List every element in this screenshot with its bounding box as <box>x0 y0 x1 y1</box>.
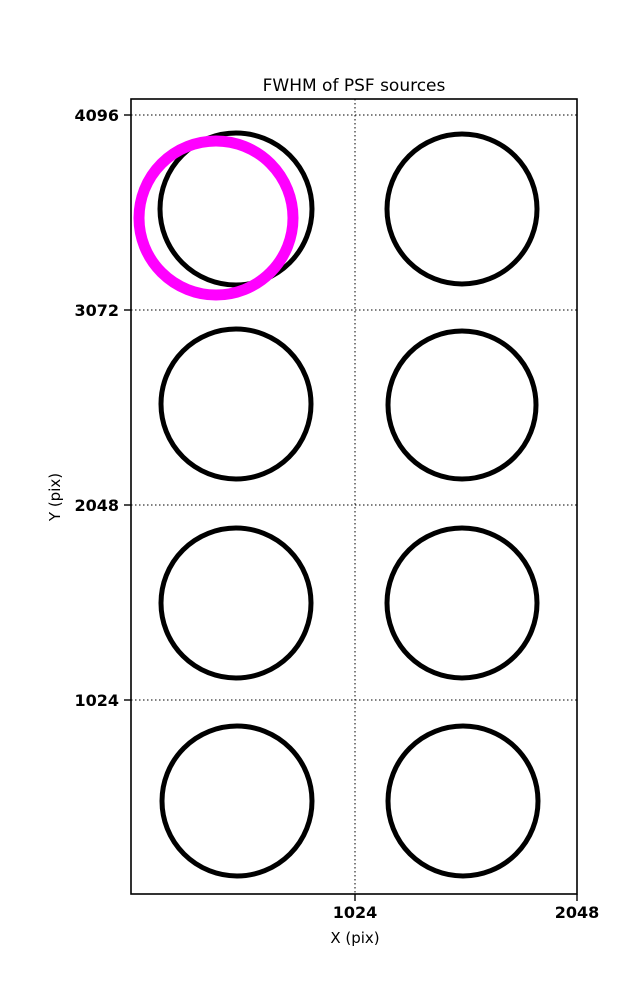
ytick-label-2048: 2048 <box>74 496 119 515</box>
psf-source-marker <box>158 326 314 482</box>
plot-area-background <box>131 99 577 894</box>
ytick-label-3072: 3072 <box>74 301 119 320</box>
psf-source-marker <box>385 328 539 482</box>
ytick-label-4096: 4096 <box>74 106 119 125</box>
axes-frame <box>130 98 578 895</box>
x-axis-label: X (pix) <box>330 929 379 947</box>
psf-source-marker <box>384 131 540 287</box>
y-axis-label: Y (pix) <box>46 473 64 522</box>
grid-lines <box>131 99 577 894</box>
psf-source-marker <box>158 525 314 681</box>
chart-title: FWHM of PSF sources <box>263 76 446 96</box>
tick-marks <box>124 114 578 901</box>
highlighted-psf-source-marker <box>133 135 299 301</box>
xtick-label-2048: 2048 <box>555 903 600 922</box>
psf-source-marker <box>159 723 315 879</box>
psf-source-marker <box>384 525 540 681</box>
highlight-markers <box>133 135 299 301</box>
psf-source-marker <box>385 723 541 879</box>
data-markers <box>157 130 541 879</box>
psf-source-marker <box>157 130 315 288</box>
ytick-label-1024: 1024 <box>74 691 119 710</box>
xtick-label-1024: 1024 <box>333 903 378 922</box>
